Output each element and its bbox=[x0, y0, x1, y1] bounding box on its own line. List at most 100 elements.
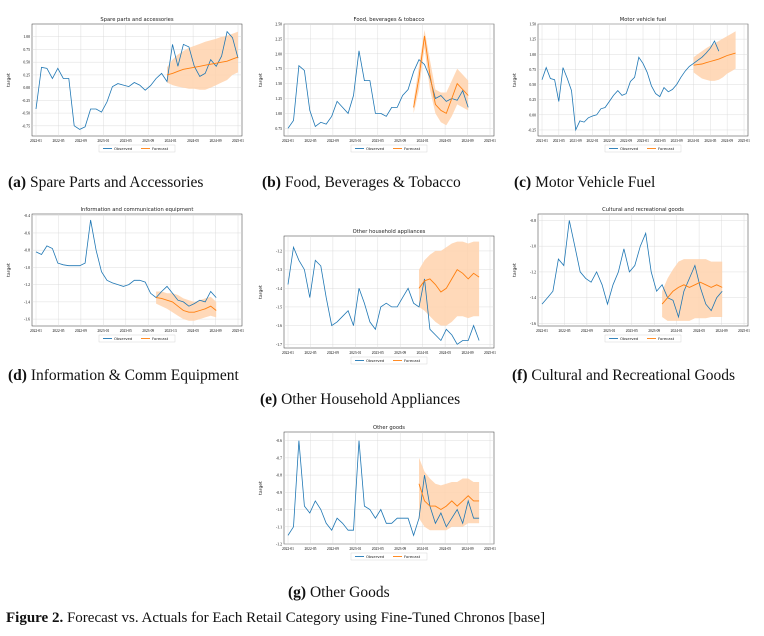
legend: Observed Forecast bbox=[604, 334, 682, 343]
figure-caption-text: Forecast vs. Actuals for Each Retail Cat… bbox=[66, 610, 546, 626]
x-tick-label: 2023-01 bbox=[97, 139, 109, 143]
y-tick-label: -0.6 bbox=[24, 231, 30, 235]
x-tick-label: 2023-09 bbox=[671, 139, 683, 143]
x-tick-label: 2024-05 bbox=[704, 139, 716, 143]
chart-cultural-recreational: Cultural and recreational goods target -0.… bbox=[512, 207, 750, 343]
y-tick-label: 0.25 bbox=[529, 98, 536, 102]
caption-b-text: Food, Beverages & Tobacco bbox=[284, 174, 461, 191]
chart-household-appliances: Other household appliances target -1.2 -1.3… bbox=[258, 229, 496, 365]
x-tick-label: 2025-01 bbox=[484, 139, 496, 143]
x-tick-label: 2024-05 bbox=[187, 139, 199, 143]
legend-forecast-label: Forecast bbox=[658, 336, 675, 341]
y-tick-label: -1.6 bbox=[276, 324, 282, 328]
x-tick-label: 2024-05 bbox=[187, 329, 199, 333]
legend-box bbox=[604, 144, 682, 153]
chart-title: Information and communication equipment bbox=[81, 207, 194, 213]
caption-b-label: (b) bbox=[262, 174, 281, 191]
x-tick-label: 2022-09 bbox=[327, 139, 339, 143]
forecast-interval-band bbox=[693, 31, 736, 81]
observed-series-line bbox=[287, 440, 480, 537]
y-tick-label: -0.7 bbox=[276, 456, 282, 460]
forecast-series-line bbox=[693, 52, 736, 66]
caption-e-label: (e) bbox=[260, 391, 278, 408]
legend-observed-label: Observed bbox=[114, 336, 133, 341]
x-tick-label: 2023-01 bbox=[349, 547, 361, 551]
forecast-interval-band bbox=[167, 31, 238, 90]
y-tick-label: 1.50 bbox=[529, 23, 536, 27]
chart-panel-d: Information and communication equipment t… bbox=[6, 204, 248, 354]
x-tick-label: 2024-09 bbox=[721, 139, 733, 143]
caption-g: (g) Other Goods bbox=[288, 583, 508, 603]
observed-series-line bbox=[541, 40, 720, 132]
x-tick-label: 2025-01 bbox=[484, 547, 496, 551]
forecast-interval-band bbox=[419, 457, 480, 531]
legend-forecast-label: Forecast bbox=[404, 358, 421, 363]
caption-f-label: (f) bbox=[512, 367, 528, 384]
x-tick-label: 2022-01 bbox=[282, 139, 294, 143]
x-tick-label: 2024-09 bbox=[462, 139, 474, 143]
y-tick-label: 0.00 bbox=[529, 113, 536, 117]
x-tick-label: 2021-01 bbox=[536, 139, 548, 143]
x-tick-label: 2025-01 bbox=[738, 329, 750, 333]
x-tick-label: 2023-05 bbox=[626, 329, 638, 333]
legend-observed-label: Observed bbox=[620, 336, 639, 341]
x-tick-label: 2022-09 bbox=[75, 329, 87, 333]
x-tick-label: 2024-09 bbox=[210, 139, 222, 143]
x-tick-label: 2022-09 bbox=[75, 139, 87, 143]
legend-box bbox=[98, 144, 176, 153]
y-tick-label: -1.0 bbox=[276, 508, 282, 512]
x-tick-label: 2022-05 bbox=[304, 139, 316, 143]
x-tick-label: 2023-05 bbox=[654, 139, 666, 143]
x-tick-label: 2024-01 bbox=[165, 139, 177, 143]
caption-b: (b) Food, Beverages & Tobacco bbox=[262, 173, 507, 193]
caption-a-text: Spare Parts and Accessories bbox=[29, 174, 204, 191]
y-tick-label: 0.75 bbox=[529, 68, 536, 72]
x-tick-label: 2022-01 bbox=[30, 329, 42, 333]
x-tick-label: 2024-01 bbox=[417, 547, 429, 551]
x-tick-label: 2023-01 bbox=[603, 329, 615, 333]
forecast-series-line bbox=[413, 35, 469, 115]
forecast-series-line bbox=[418, 268, 480, 293]
observed-series-line bbox=[287, 245, 480, 345]
y-tick-label: 0.25 bbox=[23, 73, 30, 77]
forecast-series-line bbox=[661, 281, 723, 305]
x-tick-label: 2024-05 bbox=[693, 329, 705, 333]
x-tick-label: 2024-05 bbox=[439, 547, 451, 551]
y-tick-label: -1.2 bbox=[530, 270, 536, 274]
x-tick-label: 2024-05 bbox=[439, 351, 451, 355]
x-tick-label: 2022-05 bbox=[52, 329, 64, 333]
x-tick-label: 2022-09 bbox=[581, 329, 593, 333]
caption-g-text: Other Goods bbox=[309, 584, 390, 601]
x-tick-label: 2023-05 bbox=[120, 139, 132, 143]
y-axis-label: target bbox=[258, 285, 264, 299]
x-tick-label: 2024-09 bbox=[462, 351, 474, 355]
chart-panel-f: Cultural and recreational goods target -0.… bbox=[512, 204, 754, 354]
observed-series-line bbox=[541, 220, 723, 319]
x-tick-label: 2022-05 bbox=[558, 329, 570, 333]
figure-caption-label: Figure 2. bbox=[6, 610, 64, 626]
y-tick-label: 1.75 bbox=[275, 67, 282, 71]
y-tick-label: -0.75 bbox=[22, 124, 30, 128]
x-tick-label: 2023-09 bbox=[394, 547, 406, 551]
x-tick-label: 2023-09 bbox=[394, 351, 406, 355]
legend-forecast-label: Forecast bbox=[404, 146, 421, 151]
x-tick-label: 2023-09 bbox=[142, 329, 154, 333]
x-tick-label: 2024-01 bbox=[417, 351, 429, 355]
y-tick-label: -1.4 bbox=[276, 287, 282, 291]
x-tick-label: 2023-09 bbox=[394, 139, 406, 143]
y-tick-label: -0.9 bbox=[276, 491, 282, 495]
legend: Observed Forecast bbox=[98, 334, 176, 343]
chart-title: Food, beverages & tobacco bbox=[354, 17, 425, 23]
x-tick-label: 2023-09 bbox=[142, 139, 154, 143]
x-tick-label: 2022-09 bbox=[327, 351, 339, 355]
legend-box bbox=[350, 144, 428, 153]
caption-c: (c) Motor Vehicle Fuel bbox=[514, 173, 759, 193]
x-tick-label: 2021-09 bbox=[570, 139, 582, 143]
y-tick-label: -1.2 bbox=[24, 283, 30, 287]
y-tick-label: 0.75 bbox=[275, 127, 282, 131]
legend: Observed Forecast bbox=[350, 144, 428, 153]
x-tick-label: 2022-01 bbox=[536, 329, 548, 333]
x-tick-label: 2022-09 bbox=[620, 139, 632, 143]
chart-title: Other goods bbox=[373, 425, 405, 431]
legend-forecast-label: Forecast bbox=[658, 146, 675, 151]
